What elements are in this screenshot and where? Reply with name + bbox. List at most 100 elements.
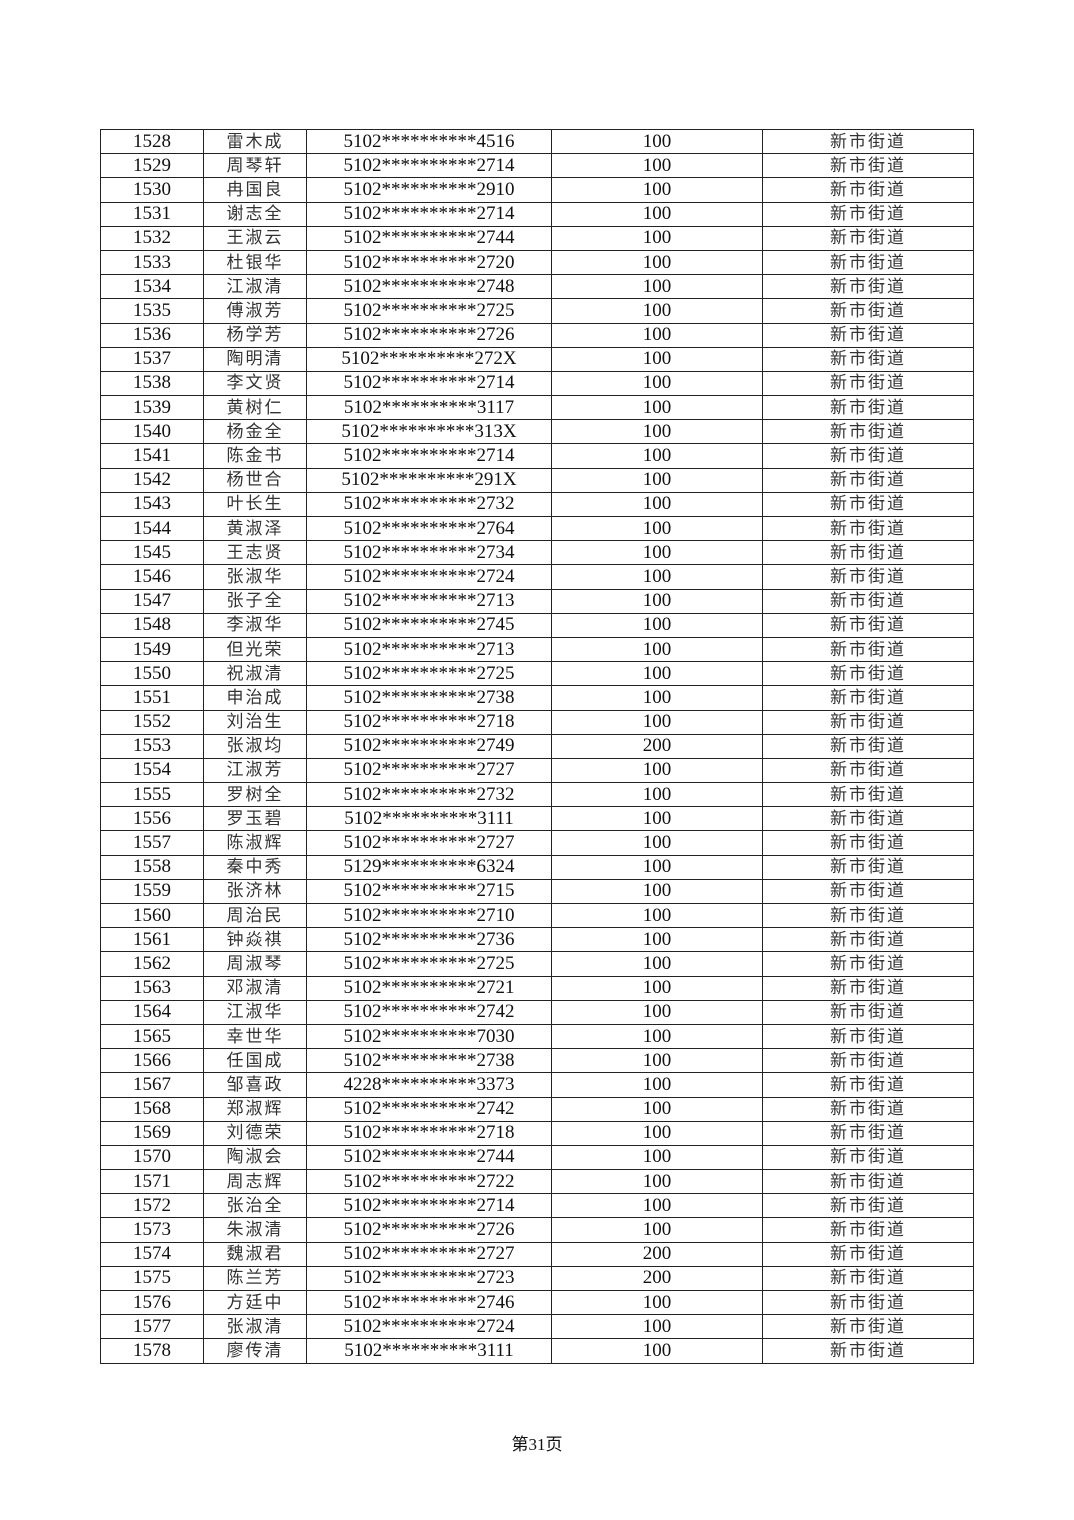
row-number-cell: 1536: [100, 322, 204, 348]
id-number-cell: 5102**********2724: [306, 1314, 552, 1340]
row-number-cell: 1534: [100, 274, 204, 300]
amount-cell: 100: [551, 612, 763, 638]
street-name-cell: 新市街道: [762, 854, 974, 880]
person-name-cell: 陈兰芳: [203, 1265, 307, 1292]
person-name-cell: 张济林: [203, 878, 307, 905]
amount-cell: 100: [551, 370, 763, 397]
row-number-cell: 1543: [100, 491, 204, 518]
id-number-cell: 5102**********2732: [306, 782, 552, 808]
table-row: 1562 周淑琴 5102**********2725 100 新市街道: [100, 951, 974, 977]
table-row: 1577 张淑清 5102**********2724 100 新市街道: [100, 1314, 974, 1340]
id-number-cell: 5102**********2742: [306, 1096, 552, 1122]
amount-cell: 100: [551, 1217, 763, 1243]
amount-cell: 100: [551, 128, 763, 155]
street-name-cell: 新市街道: [762, 1023, 974, 1050]
table-row: 1570 陶淑会 5102**********2744 100 新市街道: [100, 1144, 974, 1171]
person-name-cell: 魏淑君: [203, 1241, 307, 1267]
street-name-cell: 新市街道: [762, 540, 974, 566]
person-name-cell: 黄淑泽: [203, 515, 307, 542]
street-name-cell: 新市街道: [762, 395, 974, 421]
street-name-cell: 新市街道: [762, 1169, 974, 1195]
amount-cell: 100: [551, 491, 763, 518]
person-name-cell: 李淑华: [203, 612, 307, 638]
row-number-cell: 1554: [100, 757, 204, 784]
street-name-cell: 新市街道: [762, 878, 974, 905]
id-number-cell: 5102**********313X: [306, 419, 552, 445]
street-name-cell: 新市街道: [762, 1241, 974, 1267]
person-name-cell: 杨世合: [203, 467, 307, 493]
row-number-cell: 1572: [100, 1193, 204, 1219]
street-name-cell: 新市街道: [762, 1314, 974, 1340]
row-number-cell: 1557: [100, 830, 204, 856]
table-row: 1542 杨世合 5102**********291X 100 新市街道: [100, 467, 974, 493]
person-name-cell: 罗玉碧: [203, 806, 307, 832]
id-number-cell: 5102**********2764: [306, 515, 552, 542]
id-number-cell: 5102**********2736: [306, 927, 552, 953]
table-row: 1573 朱淑清 5102**********2726 100 新市街道: [100, 1217, 974, 1243]
amount-cell: 200: [551, 1241, 763, 1267]
person-name-cell: 周志辉: [203, 1169, 307, 1195]
person-name-cell: 黄树仁: [203, 395, 307, 421]
id-number-cell: 5102**********2727: [306, 830, 552, 856]
street-name-cell: 新市街道: [762, 467, 974, 493]
table-row: 1536 杨学芳 5102**********2726 100 新市街道: [100, 322, 974, 348]
row-number-cell: 1532: [100, 225, 204, 251]
person-name-cell: 幸世华: [203, 1023, 307, 1050]
row-number-cell: 1544: [100, 515, 204, 542]
person-name-cell: 陈淑辉: [203, 830, 307, 856]
id-number-cell: 4228**********3373: [306, 1072, 552, 1098]
row-number-cell: 1574: [100, 1241, 204, 1267]
row-number-cell: 1567: [100, 1072, 204, 1098]
row-number-cell: 1570: [100, 1144, 204, 1171]
amount-cell: 100: [551, 395, 763, 421]
table-row: 1566 任国成 5102**********2738 100 新市街道: [100, 1048, 974, 1074]
amount-cell: 100: [551, 1120, 763, 1146]
person-name-cell: 周治民: [203, 902, 307, 929]
person-name-cell: 钟焱祺: [203, 927, 307, 953]
person-name-cell: 陈金书: [203, 443, 307, 469]
table-row: 1552 刘治生 5102**********2718 100 新市街道: [100, 709, 974, 735]
street-name-cell: 新市街道: [762, 201, 974, 227]
amount-cell: 100: [551, 1169, 763, 1195]
row-number-cell: 1533: [100, 249, 204, 276]
person-name-cell: 秦中秀: [203, 854, 307, 880]
table-row: 1553 张淑均 5102**********2749 200 新市街道: [100, 733, 974, 759]
person-name-cell: 江淑华: [203, 999, 307, 1025]
id-number-cell: 5102**********3111: [306, 806, 552, 832]
id-number-cell: 5102**********3111: [306, 1338, 552, 1364]
id-number-cell: 5102**********2714: [306, 201, 552, 227]
table-row: 1548 李淑华 5102**********2745 100 新市街道: [100, 612, 974, 638]
row-number-cell: 1528: [100, 128, 204, 155]
row-number-cell: 1560: [100, 902, 204, 929]
amount-cell: 100: [551, 830, 763, 856]
row-number-cell: 1552: [100, 709, 204, 735]
street-name-cell: 新市街道: [762, 1265, 974, 1292]
table-row: 1557 陈淑辉 5102**********2727 100 新市街道: [100, 830, 974, 856]
row-number-cell: 1562: [100, 951, 204, 977]
amount-cell: 200: [551, 733, 763, 759]
row-number-cell: 1550: [100, 661, 204, 687]
row-number-cell: 1529: [100, 153, 204, 179]
street-name-cell: 新市街道: [762, 927, 974, 953]
street-name-cell: 新市街道: [762, 346, 974, 372]
amount-cell: 100: [551, 201, 763, 227]
row-number-cell: 1545: [100, 540, 204, 566]
row-number-cell: 1573: [100, 1217, 204, 1243]
table-row: 1543 叶长生 5102**********2732 100 新市街道: [100, 491, 974, 518]
row-number-cell: 1577: [100, 1314, 204, 1340]
amount-cell: 100: [551, 757, 763, 784]
amount-cell: 100: [551, 177, 763, 203]
person-name-cell: 江淑芳: [203, 757, 307, 784]
row-number-cell: 1547: [100, 588, 204, 614]
street-name-cell: 新市街道: [762, 1072, 974, 1098]
id-number-cell: 5102**********2720: [306, 249, 552, 276]
row-number-cell: 1566: [100, 1048, 204, 1074]
person-name-cell: 江淑清: [203, 274, 307, 300]
page-number: 第31页: [511, 1435, 563, 1454]
id-number-cell: 5102**********2746: [306, 1289, 552, 1316]
amount-cell: 100: [551, 902, 763, 929]
person-name-cell: 邹喜政: [203, 1072, 307, 1098]
id-number-cell: 5102**********2725: [306, 661, 552, 687]
id-number-cell: 5102**********2724: [306, 564, 552, 590]
person-name-cell: 郑淑辉: [203, 1096, 307, 1122]
